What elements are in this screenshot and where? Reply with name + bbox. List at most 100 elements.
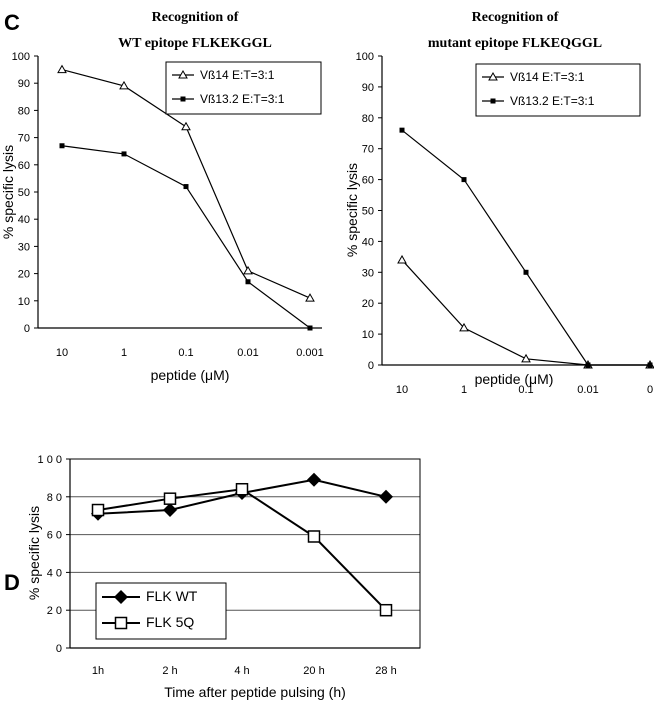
legend-box <box>475 63 641 117</box>
y-tick-label: 30 <box>18 241 30 253</box>
y-tick-label: 10 <box>18 296 30 308</box>
data-point <box>307 530 321 543</box>
legend-label: Vß13.2 E:T=3:1 <box>200 92 285 106</box>
x-axis-label: Time after peptide pulsing (h) <box>164 684 346 700</box>
x-tick-label: 0.1 <box>518 384 533 396</box>
data-point <box>307 472 321 487</box>
legend-label: Vß14 E:T=3:1 <box>200 68 275 82</box>
y-tick-label: 40 <box>362 236 374 248</box>
data-point <box>235 482 249 496</box>
legend-marker <box>114 590 128 604</box>
y-tick-label: 70 <box>362 144 374 156</box>
chart-time-course: 0 2 0 4 0 6 0 8 0 1 0 0 1h 2 h 4 h 20 h 28 h Time a… <box>26 454 421 700</box>
data-point <box>121 151 127 157</box>
y-tick-label: 50 <box>362 206 374 218</box>
data-point <box>57 64 67 74</box>
data-point <box>399 127 405 133</box>
y-tick-label: 0 <box>24 323 30 335</box>
y-axis-label: % specific lysis <box>0 145 16 239</box>
legend-label: Vß14 E:T=3:1 <box>510 70 585 84</box>
data-point <box>163 503 177 518</box>
x-tick-label: 0 <box>647 384 653 396</box>
data-point <box>91 503 105 517</box>
y-axis-label: % specific lysis <box>26 506 42 600</box>
data-point <box>379 489 393 504</box>
data-point <box>59 143 65 149</box>
x-tick-label: 10 <box>56 347 68 359</box>
x-tick-label: 0.01 <box>237 347 258 359</box>
x-tick-label: 28 h <box>375 665 396 677</box>
y-tick-label: 8 0 <box>47 492 62 504</box>
panel-c-letter: C <box>4 10 20 35</box>
x-tick-label: 1 <box>461 384 467 396</box>
data-point <box>585 362 591 368</box>
x-axis-label: peptide (μM) <box>475 371 554 387</box>
data-point <box>459 322 469 332</box>
y-tick-label: 50 <box>18 187 30 199</box>
data-point <box>307 325 313 331</box>
y-axis-label: % specific lysis <box>344 163 360 257</box>
legend-label: FLK 5Q <box>146 614 194 630</box>
x-axis-label: peptide (μM) <box>151 367 230 383</box>
data-point <box>183 184 189 190</box>
data-point <box>461 177 467 183</box>
legend-box <box>165 61 322 115</box>
y-tick-label: 100 <box>356 51 374 63</box>
y-tick-label: 80 <box>18 105 30 117</box>
legend-label: FLK WT <box>146 588 198 604</box>
chart-title: Recognition of <box>472 10 559 25</box>
y-tick-label: 90 <box>18 78 30 90</box>
y-tick-label: 0 <box>368 360 374 372</box>
y-tick-label: 100 <box>12 51 30 63</box>
legend-marker <box>114 616 128 630</box>
x-tick-label: 0.01 <box>577 384 598 396</box>
legend-label: Vß13.2 E:T=3:1 <box>510 94 595 108</box>
y-tick-label: 70 <box>18 133 30 145</box>
x-tick-label: 0.1 <box>178 347 193 359</box>
data-point <box>397 254 407 264</box>
legend-marker <box>488 71 498 81</box>
x-tick-label: 10 <box>396 384 408 396</box>
y-tick-label: 20 <box>362 298 374 310</box>
data-point <box>523 269 529 275</box>
legend-marker <box>490 98 496 104</box>
legend-marker <box>180 96 186 102</box>
y-tick-label: 10 <box>362 329 374 341</box>
legend-marker <box>178 69 188 79</box>
data-point <box>243 265 253 275</box>
y-tick-label: 60 <box>18 160 30 172</box>
chart-mutant-epitope: 0 10 20 30 40 50 60 70 80 90 100 10 1 0.1 0.01 0 peptide… <box>344 10 654 396</box>
series-line-2 <box>401 129 650 366</box>
y-tick-label: 80 <box>362 113 374 125</box>
y-tick-label: 20 <box>18 269 30 281</box>
y-tick-label: 6 0 <box>47 530 62 542</box>
data-point <box>521 353 531 363</box>
chart-title: Recognition of <box>152 10 239 25</box>
x-tick-label: 4 h <box>234 665 249 677</box>
data-point <box>305 293 315 302</box>
x-tick-label: 2 h <box>162 665 177 677</box>
data-point <box>181 121 191 131</box>
y-tick-label: 0 <box>56 643 62 655</box>
data-point <box>119 80 129 90</box>
series-line-2 <box>61 145 311 329</box>
x-tick-label: 1h <box>92 665 104 677</box>
y-tick-label: 30 <box>362 267 374 279</box>
y-tick-label: 90 <box>362 82 374 94</box>
data-point <box>163 492 177 505</box>
data-point <box>245 279 251 285</box>
data-point <box>379 603 393 617</box>
chart-subtitle: WT epitope FLKEKGGL <box>118 36 272 51</box>
legend-box <box>95 582 227 640</box>
y-tick-label: 60 <box>362 175 374 187</box>
chart-wt-epitope: 0 10 20 30 40 50 60 70 80 90 100 10 1 0.1 0.01 0.001 pep… <box>0 10 324 383</box>
x-tick-label: 20 h <box>303 665 324 677</box>
x-tick-label: 1 <box>121 347 127 359</box>
panel-d-letter: D <box>4 570 20 595</box>
y-tick-label: 1 0 0 <box>38 454 62 466</box>
data-point <box>647 362 653 368</box>
y-tick-label: 2 0 <box>47 605 62 617</box>
series-line-1 <box>401 259 650 366</box>
y-tick-label: 4 0 <box>47 567 62 579</box>
